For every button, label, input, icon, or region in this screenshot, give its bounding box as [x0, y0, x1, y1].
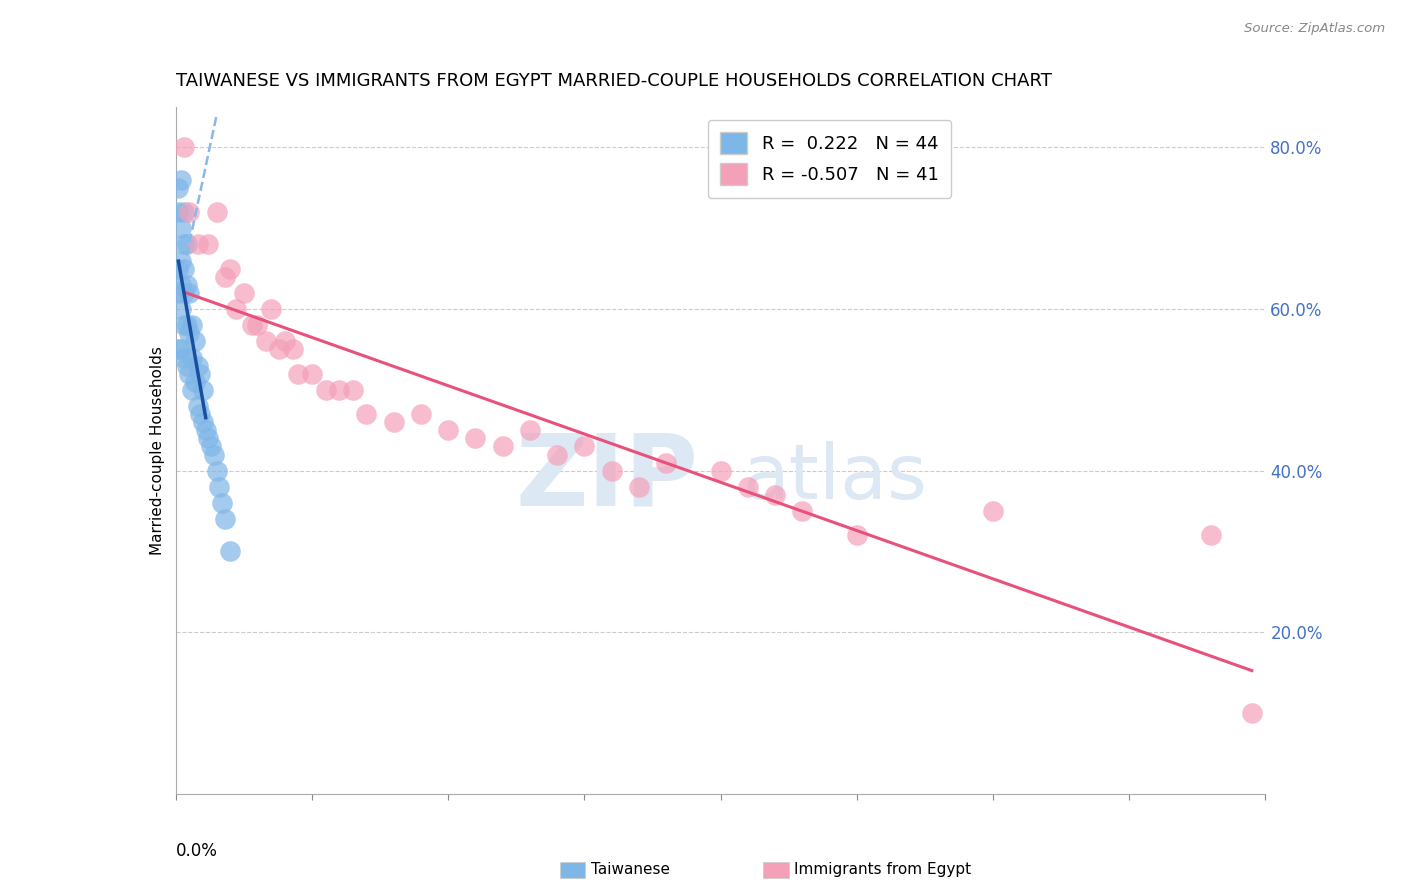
Point [181, 383, 204, 397]
Point [202, 448, 225, 462]
Text: Immigrants from Egypt: Immigrants from Egypt [794, 863, 972, 877]
Point [170, 277, 193, 292]
Point [170, 253, 193, 268]
Point [170, 221, 193, 235]
Point [315, 383, 337, 397]
Point [167, 343, 190, 357]
Text: TAIWANESE VS IMMIGRANTS FROM EGYPT MARRIED-COUPLE HOUSEHOLDS CORRELATION CHART: TAIWANESE VS IMMIGRANTS FROM EGYPT MARRI… [176, 72, 1052, 90]
Point [655, 456, 678, 470]
Point [301, 367, 323, 381]
Point [176, 277, 198, 292]
Point [173, 285, 195, 300]
Point [328, 383, 350, 397]
Point [269, 343, 291, 357]
Point [186, 399, 209, 413]
Point [464, 431, 486, 445]
Point [1240, 706, 1263, 720]
Point [179, 205, 201, 219]
Point [194, 423, 217, 437]
Point [167, 285, 190, 300]
Point [184, 334, 207, 349]
Point [600, 464, 623, 478]
Point [254, 334, 277, 349]
Point [232, 285, 254, 300]
Text: Taiwanese: Taiwanese [591, 863, 669, 877]
Point [287, 367, 309, 381]
Point [191, 383, 214, 397]
Point [167, 205, 190, 219]
Point [981, 504, 1004, 518]
Point [197, 431, 219, 445]
Point [170, 343, 193, 357]
Point [205, 464, 228, 478]
Point [173, 351, 195, 365]
Point [208, 480, 231, 494]
Point [167, 261, 190, 276]
Point [219, 544, 242, 558]
Point [173, 261, 195, 276]
Legend: R =  0.222   N = 44, R = -0.507   N = 41: R = 0.222 N = 44, R = -0.507 N = 41 [707, 120, 952, 198]
Point [737, 480, 759, 494]
Point [179, 367, 201, 381]
Point [214, 512, 236, 526]
Point [409, 407, 432, 421]
Point [211, 496, 233, 510]
Point [205, 205, 228, 219]
Point [188, 407, 211, 421]
Point [214, 269, 236, 284]
Point [792, 504, 814, 518]
Point [191, 415, 214, 429]
Text: ZIP: ZIP [516, 429, 699, 526]
Point [574, 439, 596, 453]
Text: 0.0%: 0.0% [176, 842, 218, 860]
Point [173, 205, 195, 219]
Point [170, 173, 193, 187]
Text: atlas: atlas [742, 441, 927, 515]
Point [627, 480, 650, 494]
Point [181, 318, 204, 333]
Point [240, 318, 263, 333]
Point [186, 359, 209, 373]
Point [181, 351, 204, 365]
Point [519, 423, 541, 437]
Point [225, 301, 247, 316]
Point [170, 301, 193, 316]
Point [173, 318, 195, 333]
Point [176, 237, 198, 252]
Point [342, 383, 364, 397]
Point [710, 464, 733, 478]
Point [167, 181, 190, 195]
Point [186, 237, 209, 252]
Point [188, 367, 211, 381]
Point [179, 285, 201, 300]
Point [281, 343, 304, 357]
Point [176, 318, 198, 333]
Point [176, 359, 198, 373]
Point [179, 326, 201, 341]
Point [546, 448, 568, 462]
Point [184, 375, 207, 389]
Point [219, 261, 242, 276]
Point [763, 488, 786, 502]
Point [260, 301, 283, 316]
Point [200, 439, 222, 453]
Point [845, 528, 868, 542]
Y-axis label: Married-couple Households: Married-couple Households [149, 346, 165, 555]
Text: Source: ZipAtlas.com: Source: ZipAtlas.com [1244, 22, 1385, 36]
Point [246, 318, 269, 333]
Point [382, 415, 405, 429]
Point [1199, 528, 1222, 542]
Point [356, 407, 378, 421]
Point [492, 439, 515, 453]
Point [173, 237, 195, 252]
Point [173, 140, 195, 154]
Point [274, 334, 297, 349]
Point [437, 423, 460, 437]
Point [197, 237, 219, 252]
